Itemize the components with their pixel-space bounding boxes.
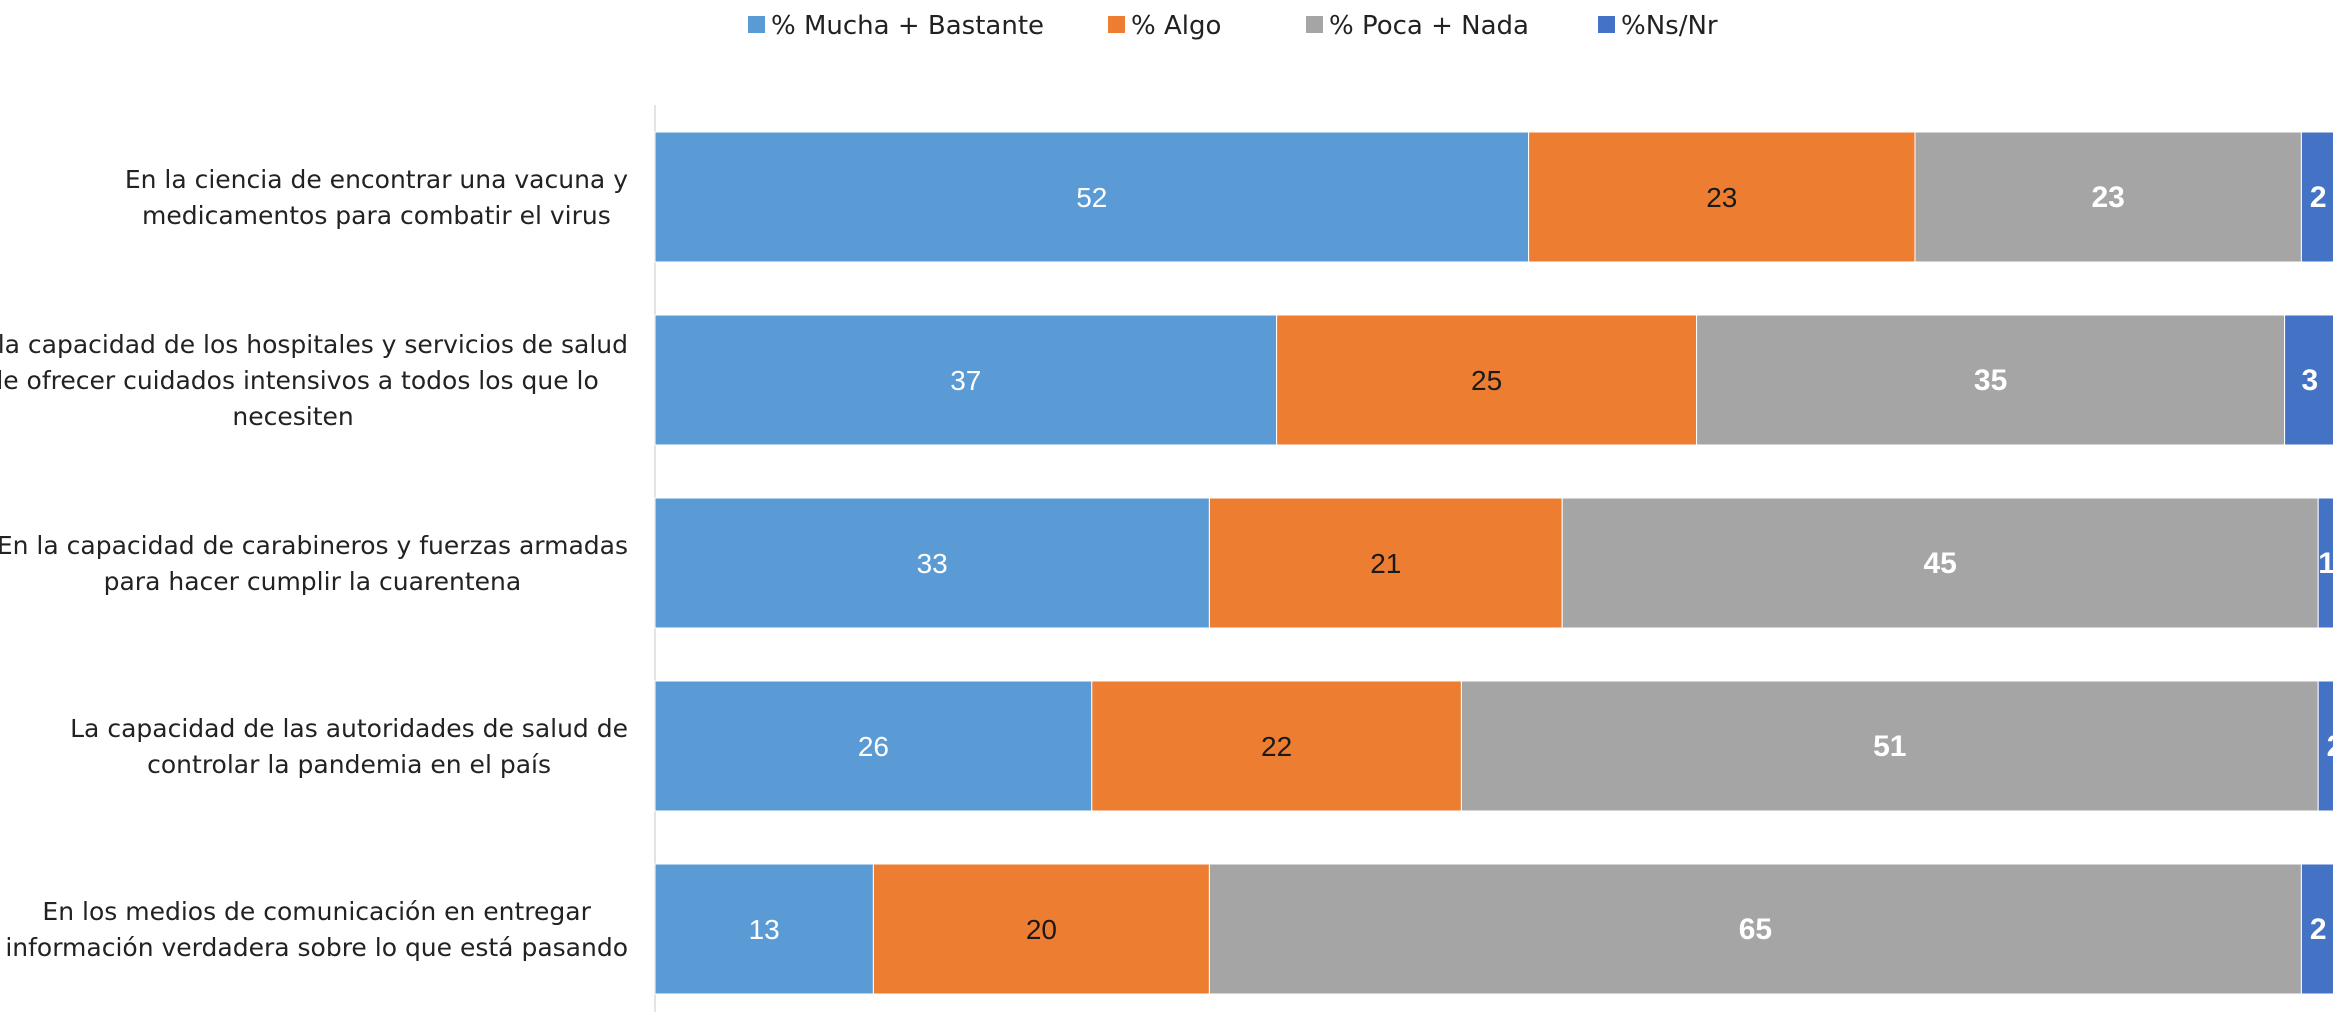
data-label: 2 bbox=[2310, 181, 2327, 214]
category-label: En la capacidad de carabineros y fuerzas… bbox=[0, 531, 628, 596]
legend-swatch bbox=[1306, 16, 1323, 33]
category-label-line: En los medios de comunicación en entrega… bbox=[42, 897, 591, 926]
legend-label: % Mucha + Bastante bbox=[771, 11, 1044, 41]
category-label-line: En la capacidad de los hospitales y serv… bbox=[0, 330, 628, 359]
legend-swatch bbox=[1108, 16, 1125, 33]
category-label: La capacidad de las autoridades de salud… bbox=[70, 714, 628, 779]
data-label: 35 bbox=[1974, 364, 2007, 397]
category-label: En la capacidad de los hospitales y serv… bbox=[0, 330, 628, 431]
bars: 52232323725353332145126225121320652 bbox=[655, 132, 2333, 994]
data-label: 2 bbox=[2327, 730, 2333, 763]
data-label: 21 bbox=[1370, 548, 1401, 579]
category-label-line: En la ciencia de encontrar una vacuna y bbox=[125, 165, 628, 194]
legend-swatch bbox=[748, 16, 765, 33]
legend-item: % Poca + Nada bbox=[1306, 11, 1529, 41]
data-label: 2 bbox=[2310, 913, 2327, 946]
legend-label: % Poca + Nada bbox=[1329, 11, 1529, 41]
legend: % Mucha + Bastante % Algo % Poca + Nada %Ns… bbox=[748, 11, 1718, 41]
category-label-line: para hacer cumplir la cuarentena bbox=[104, 567, 522, 596]
category-label-line: En la capacidad de carabineros y fuerzas… bbox=[0, 531, 628, 560]
legend-item: %Ns/Nr bbox=[1598, 11, 1718, 41]
category-label: En la ciencia de encontrar una vacuna y m… bbox=[125, 165, 628, 230]
legend-item: % Mucha + Bastante bbox=[748, 11, 1044, 41]
legend-label: %Ns/Nr bbox=[1621, 11, 1718, 41]
data-label: 20 bbox=[1026, 914, 1057, 945]
category-label-line: medicamentos para combatir el virus bbox=[142, 201, 611, 230]
data-label: 45 bbox=[1924, 547, 1957, 580]
legend-label: % Algo bbox=[1131, 11, 1221, 41]
data-label: 1 bbox=[2318, 547, 2333, 580]
category-label-line: información verdadera sobre lo que está … bbox=[5, 933, 628, 962]
data-label: 25 bbox=[1471, 365, 1502, 396]
legend-swatch bbox=[1598, 16, 1615, 33]
data-label: 65 bbox=[1739, 913, 1772, 946]
data-label: 13 bbox=[749, 914, 780, 945]
data-label: 52 bbox=[1076, 182, 1107, 213]
data-label: 22 bbox=[1261, 731, 1292, 762]
category-label-line: de ofrecer cuidados intensivos a todos l… bbox=[0, 366, 599, 395]
category-label: En los medios de comunicación en entrega… bbox=[5, 897, 628, 962]
category-labels: En la ciencia de encontrar una vacuna y m… bbox=[0, 165, 628, 962]
legend-item: % Algo bbox=[1108, 11, 1221, 41]
category-label-line: controlar la pandemia en el país bbox=[147, 750, 551, 779]
data-label: 33 bbox=[917, 548, 948, 579]
category-label-line: necesiten bbox=[232, 402, 353, 431]
category-label-line: La capacidad de las autoridades de salud… bbox=[70, 714, 628, 743]
data-label: 51 bbox=[1873, 730, 1906, 763]
data-label: 37 bbox=[950, 365, 981, 396]
data-label: 23 bbox=[2092, 181, 2125, 214]
data-label: 26 bbox=[858, 731, 889, 762]
data-label: 3 bbox=[2301, 364, 2318, 397]
data-label: 23 bbox=[1706, 182, 1737, 213]
